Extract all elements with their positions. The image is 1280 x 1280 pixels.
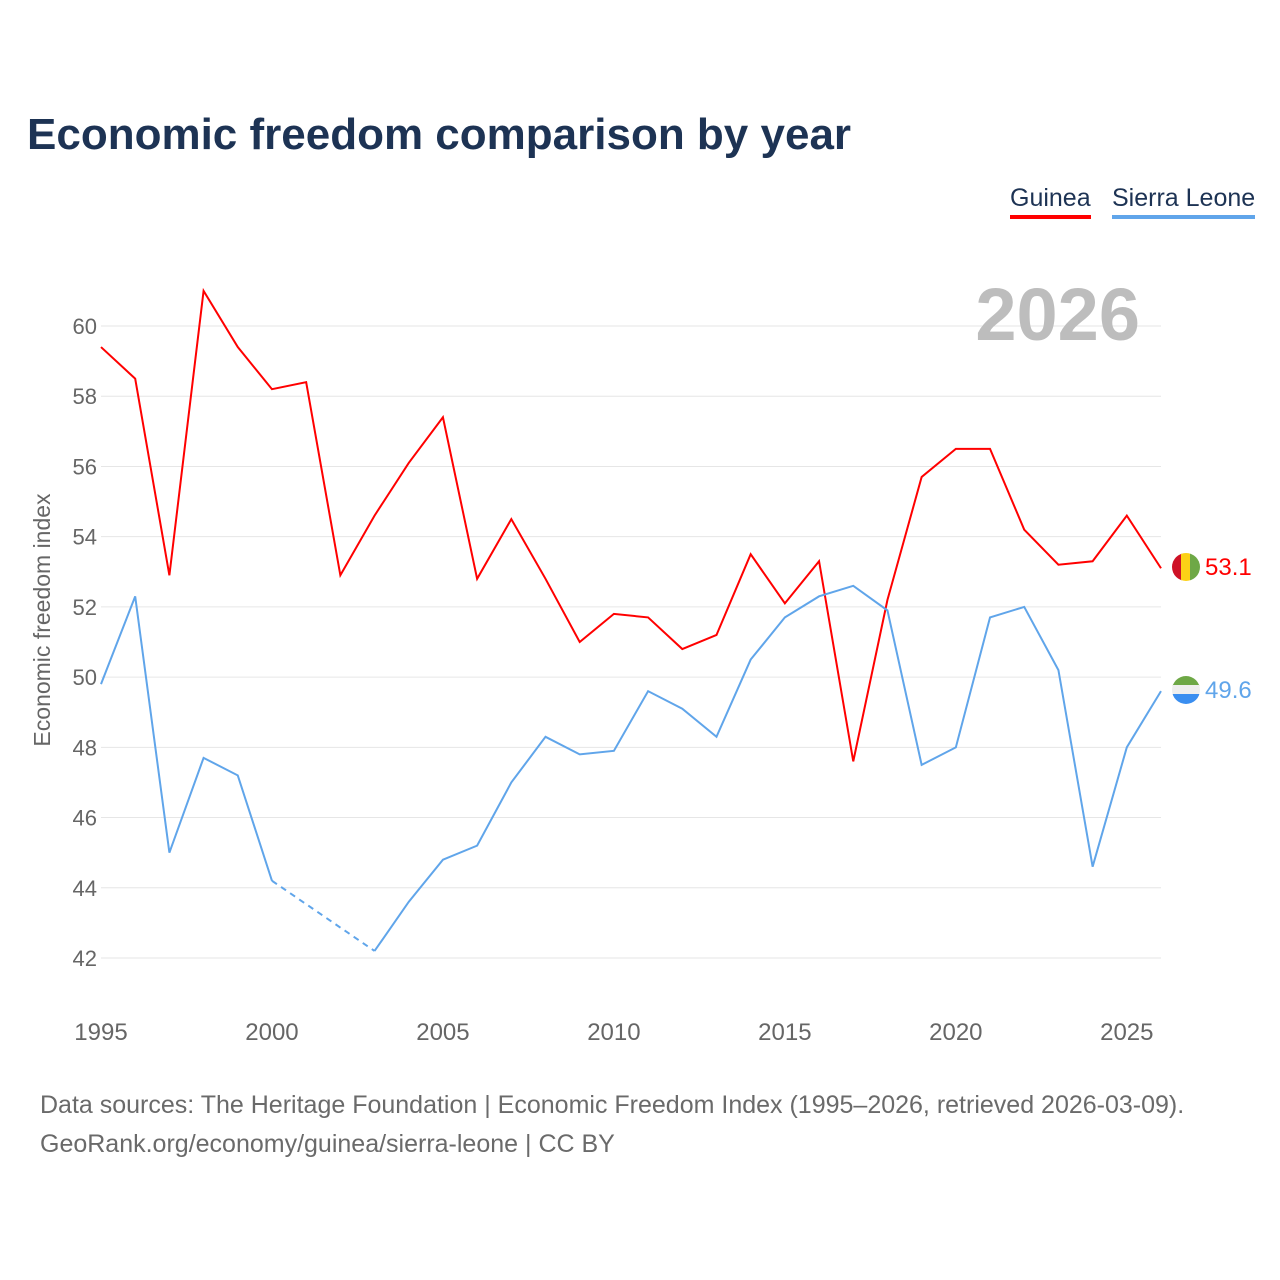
y-tick-label: 46: [73, 806, 97, 831]
legend-sierra-leone[interactable]: Sierra Leone: [1112, 184, 1256, 219]
y-tick-label: 50: [73, 665, 97, 690]
guinea-line: [100, 287, 1162, 762]
y-tick-label: 42: [73, 946, 97, 971]
x-tick-label: 2020: [929, 1019, 982, 1046]
x-tick-label: 2010: [587, 1019, 640, 1046]
y-axis-label: Economic freedom index: [29, 493, 55, 747]
sierra-leone-gap-line: [271, 879, 376, 952]
chart-title: Economic freedom comparison by year: [27, 110, 852, 159]
data-source-text: Data sources: The Heritage Foundation | …: [40, 1091, 1185, 1119]
x-tick-label: 2000: [245, 1019, 298, 1046]
y-tick-label: 58: [73, 384, 97, 409]
guinea-end-label: 53.1: [1205, 554, 1252, 581]
year-watermark: 2026: [975, 273, 1140, 356]
y-tick-label: 60: [73, 314, 97, 339]
sierra-leone-end-label: 49.6: [1205, 677, 1252, 704]
footer: Data sources: The Heritage Foundation | …: [40, 1086, 1184, 1164]
x-tick-label: 2025: [1100, 1019, 1153, 1046]
guinea-flag-icon: [1172, 553, 1200, 581]
legend-guinea[interactable]: Guinea: [1010, 184, 1091, 219]
x-tick-label: 2015: [758, 1019, 811, 1046]
y-tick-label: 48: [73, 735, 97, 760]
sierra-leone-flag-icon: [1172, 676, 1200, 704]
x-tick-label: 2005: [416, 1019, 469, 1046]
attribution-text: GeoRank.org/economy/guinea/sierra-leone …: [40, 1130, 615, 1158]
x-tick-label: 1995: [74, 1019, 127, 1046]
y-tick-label: 56: [73, 454, 97, 479]
sierra-leone-line: [100, 584, 1162, 952]
y-tick-label: 52: [73, 595, 97, 620]
y-tick-label: 44: [73, 876, 97, 901]
y-tick-label: 54: [73, 525, 97, 550]
